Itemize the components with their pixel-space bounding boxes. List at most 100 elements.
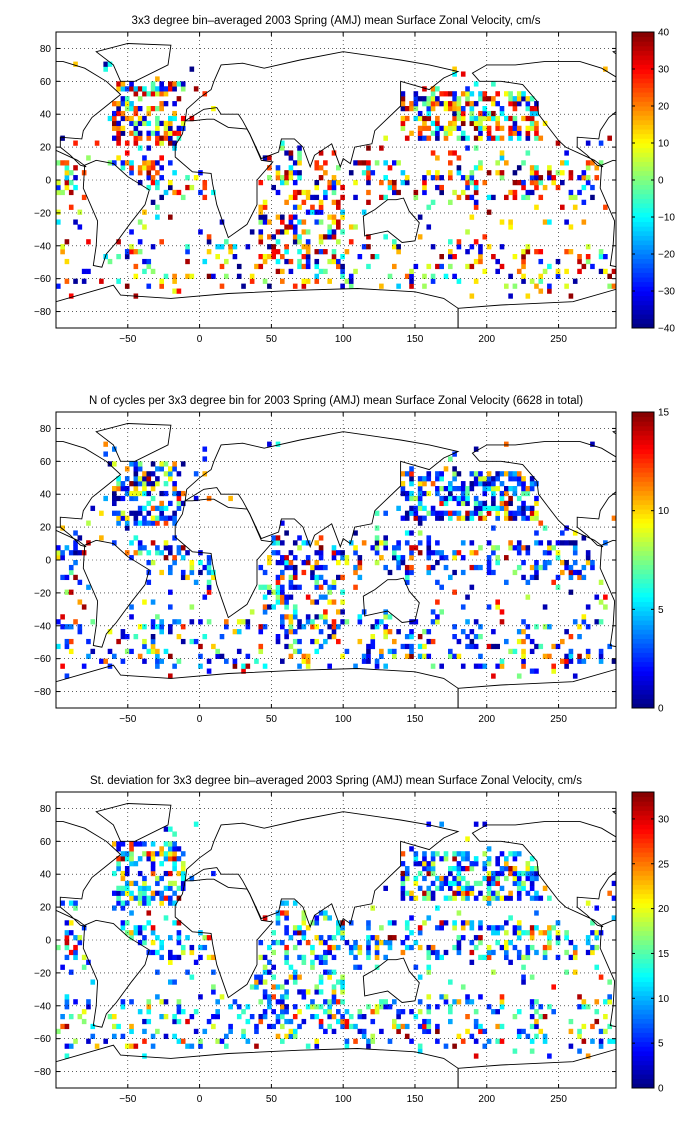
data-cell: [516, 935, 522, 941]
data-cell: [534, 949, 539, 956]
data-cell: [297, 170, 302, 176]
data-cell: [594, 619, 600, 625]
data-cell: [305, 254, 311, 260]
data-cell: [521, 160, 526, 166]
data-cell: [547, 283, 552, 289]
data-cell: [202, 935, 208, 941]
data-cell: [400, 949, 406, 956]
data-cell: [456, 170, 462, 176]
data-cell: [146, 560, 152, 566]
data-cell: [456, 890, 462, 896]
data-cell: [60, 624, 65, 630]
data-cell: [292, 944, 298, 951]
data-cell: [280, 520, 285, 526]
data-cell: [331, 989, 337, 995]
data-cell: [185, 258, 190, 265]
data-cell: [508, 224, 513, 230]
data-cell: [232, 658, 238, 664]
colorbar-segment: [632, 499, 654, 505]
data-cell: [491, 115, 496, 122]
data-cell: [323, 638, 328, 645]
colorbar-segment: [632, 532, 654, 538]
data-cell: [491, 969, 496, 975]
data-cell: [159, 515, 164, 521]
data-cell: [284, 949, 289, 956]
data-cell: [331, 258, 337, 265]
data-cell: [305, 560, 311, 566]
data-cell: [150, 925, 156, 931]
data-cell: [155, 515, 160, 521]
data-cell: [176, 130, 182, 136]
data-cell: [413, 505, 419, 511]
data-cell: [516, 925, 522, 931]
data-cell: [396, 545, 401, 551]
data-cell: [516, 954, 522, 961]
data-cell: [551, 175, 556, 181]
data-cell: [430, 244, 436, 250]
data-cell: [297, 204, 302, 210]
data-cell: [516, 930, 522, 936]
data-cell: [404, 870, 410, 877]
data-cell: [120, 101, 126, 107]
data-cell: [508, 895, 513, 901]
data-cell: [529, 165, 535, 171]
data-cell: [357, 574, 363, 581]
data-cell: [478, 954, 483, 961]
data-cell: [486, 880, 492, 887]
data-cell: [357, 560, 363, 566]
data-cell: [129, 170, 134, 176]
data-cell: [469, 550, 475, 556]
data-cell: [387, 614, 393, 620]
data-cell: [499, 150, 505, 156]
data-cell: [366, 180, 371, 186]
colorbar-tick-label: 15: [658, 408, 670, 419]
data-cell: [443, 999, 449, 1005]
data-cell: [568, 954, 574, 961]
data-cell: [443, 880, 449, 887]
data-cell: [305, 614, 311, 620]
data-cell: [340, 935, 345, 941]
data-cell: [198, 653, 203, 659]
data-cell: [525, 579, 531, 585]
y-tick-label: 80: [40, 424, 52, 435]
data-cell: [56, 1028, 61, 1035]
data-cell: [374, 940, 380, 946]
data-cell: [482, 268, 488, 275]
data-cell: [469, 890, 475, 896]
data-cell: [288, 560, 294, 566]
data-cell: [482, 851, 488, 857]
data-cell: [417, 135, 423, 141]
data-cell: [146, 1018, 152, 1025]
data-cell: [534, 1033, 539, 1039]
colorbar-segment: [632, 884, 654, 890]
data-cell: [404, 944, 410, 951]
data-cell: [357, 964, 363, 970]
data-cell: [331, 180, 337, 186]
data-cell: [465, 866, 470, 872]
data-cell: [124, 476, 130, 482]
data-cell: [456, 500, 462, 507]
data-cell: [180, 638, 186, 645]
data-cell: [568, 564, 574, 571]
data-cell: [318, 535, 324, 541]
data-cell: [129, 935, 134, 941]
data-cell: [280, 1023, 285, 1030]
data-cell: [155, 76, 160, 82]
data-cell: [585, 653, 591, 659]
data-cell: [400, 885, 406, 891]
data-cell: [499, 481, 505, 487]
data-cell: [547, 550, 552, 556]
data-cell: [168, 954, 173, 961]
data-cell: [176, 940, 182, 946]
data-cell: [491, 81, 496, 87]
data-cell: [150, 160, 156, 166]
data-cell: [297, 263, 302, 270]
data-cell: [435, 925, 440, 931]
data-cell: [525, 890, 531, 896]
colorbar-segment: [632, 1023, 654, 1029]
data-cell: [292, 609, 298, 615]
data-cell: [189, 604, 195, 610]
data-cell: [417, 944, 423, 951]
data-cell: [594, 175, 600, 181]
data-cell: [344, 1009, 350, 1015]
